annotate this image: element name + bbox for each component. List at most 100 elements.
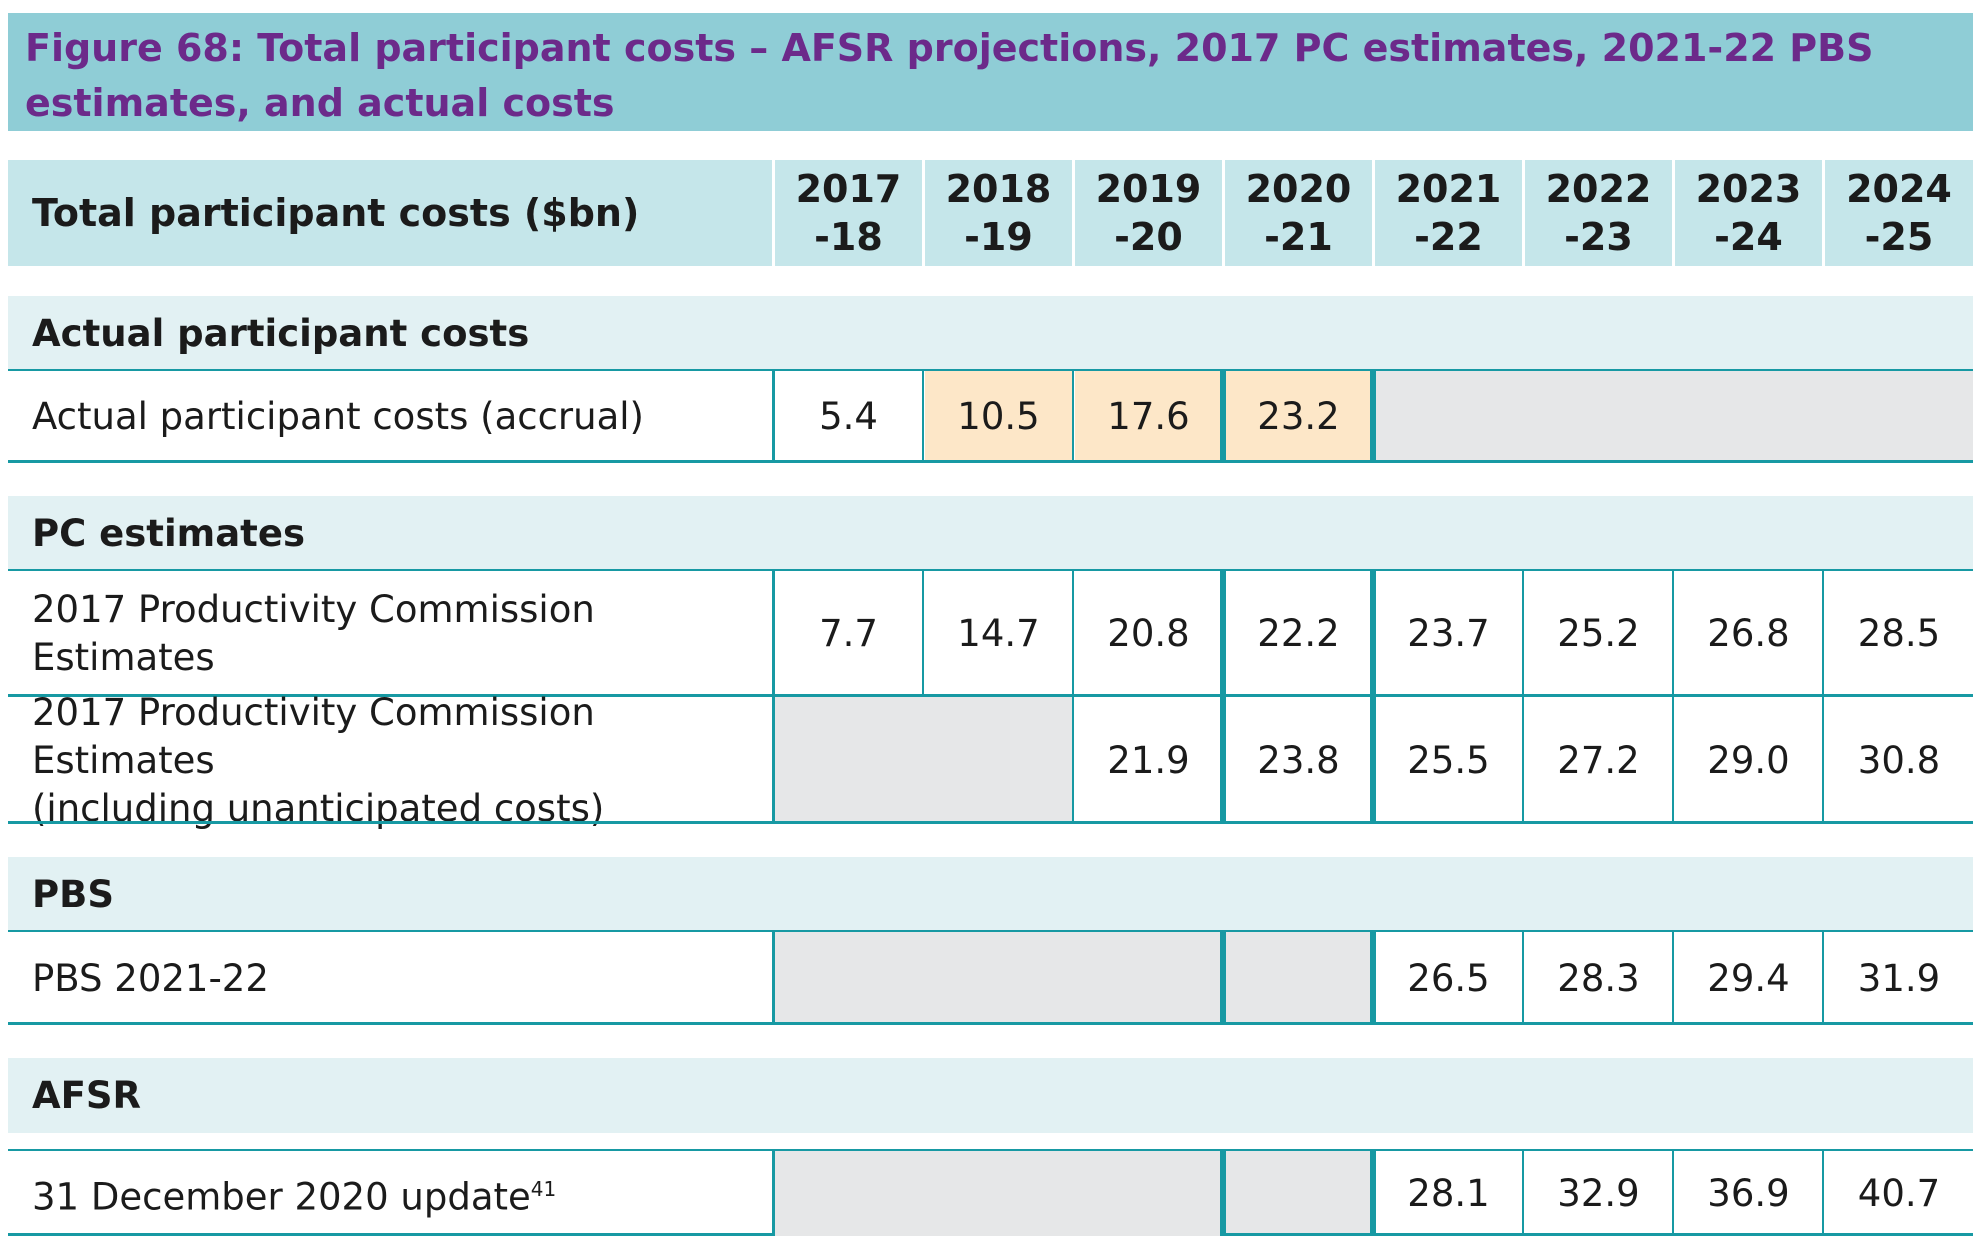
- row-label: Actual participant costs (accrual): [8, 371, 772, 463]
- cell-border: [1522, 697, 1524, 824]
- row-label: PBS 2021-22: [8, 932, 772, 1025]
- cell-border: [1220, 571, 1226, 697]
- empty-cell: [775, 697, 1072, 821]
- header-year-0: 2017 -18: [775, 160, 922, 266]
- value-cell: 36.9: [1707, 1171, 1790, 1215]
- header-year-text: 2021 -22: [1395, 167, 1502, 259]
- header-year-2: 2019 -20: [1075, 160, 1222, 266]
- cell-border: [1522, 571, 1524, 697]
- cell-border: [772, 371, 775, 463]
- cell-border: [922, 571, 924, 697]
- header-year-1: 2018 -19: [925, 160, 1072, 266]
- header-year-text: 2017 -18: [795, 167, 902, 259]
- cell-border: [1822, 932, 1824, 1025]
- header-year-5: 2022 -23: [1525, 160, 1672, 266]
- table-row: 2017 Productivity Commission Estimates (i…: [8, 691, 1973, 830]
- value-cell: 14.7: [957, 612, 1040, 655]
- cell-border: [1370, 371, 1376, 463]
- cell-border: [1522, 932, 1524, 1025]
- row-label: 31 December 2020 update41: [8, 1151, 772, 1236]
- empty-cell: [775, 932, 1220, 1022]
- row-label-line: (including unanticipated costs): [32, 786, 605, 830]
- section-pc-title: PC estimates: [8, 496, 1973, 571]
- section-afsr-title: AFSR: [8, 1058, 1973, 1133]
- cell-border: [1822, 1151, 1824, 1236]
- row-label-line: 2017 Productivity Commission Estimates: [32, 690, 595, 782]
- header-year-4: 2021 -22: [1375, 160, 1522, 266]
- value-cell: 17.6: [1075, 371, 1222, 463]
- value-cell: 25.5: [1407, 738, 1490, 782]
- cell-border: [1822, 571, 1824, 697]
- value-cell: 31.9: [1857, 956, 1941, 1000]
- figure-title-line-2: estimates, and actual costs: [25, 81, 615, 125]
- cell-border: [1522, 1151, 1524, 1236]
- empty-cell: [1225, 932, 1372, 1025]
- header-year-text: 2024 -25: [1846, 167, 1952, 259]
- value-cell: 23.2: [1225, 371, 1372, 463]
- cell-border: [8, 1022, 1973, 1025]
- cell-border: [922, 371, 924, 463]
- table-row: PBS 2021-22 26.5 28.3 29.4 31.9: [8, 930, 1973, 1025]
- cell-border: [1672, 571, 1674, 697]
- table-row: Actual participant costs (accrual) 5.4 10.…: [8, 369, 1973, 463]
- section-actual-title: Actual participant costs: [8, 296, 1973, 371]
- value-cell: 40.7: [1857, 1171, 1941, 1215]
- value-cell: 29.4: [1707, 956, 1790, 1000]
- value-cell: 29.0: [1707, 738, 1790, 782]
- cell-border: [8, 694, 1973, 697]
- cell-border: [772, 571, 775, 697]
- header-year-text: 2018 -19: [945, 167, 1052, 259]
- cell-border: [8, 369, 1973, 371]
- row-label-line: Actual participant costs (accrual): [32, 395, 644, 438]
- header-label: Total participant costs ($bn): [8, 160, 772, 266]
- value-cell: 7.7: [819, 612, 878, 655]
- cell-border: [8, 460, 1973, 463]
- value-cell: 28.5: [1857, 612, 1941, 655]
- cell-border: [772, 697, 775, 824]
- cell-border: [1220, 932, 1226, 1025]
- figure-title-line-1: Figure 68: Total participant costs – AFS…: [25, 26, 1874, 70]
- empty-cell: [1375, 371, 1973, 463]
- header-year-6: 2023 -24: [1675, 160, 1822, 266]
- row-label-line: PBS 2021-22: [32, 956, 269, 1000]
- empty-cell: [775, 1151, 1220, 1236]
- value-cell: 23.7: [1407, 612, 1490, 655]
- section-pbs-title: PBS: [8, 857, 1973, 932]
- cell-border: [8, 569, 1973, 571]
- row-label: 2017 Productivity Commission Estimates (i…: [8, 691, 772, 830]
- value-cell: 27.2: [1557, 738, 1640, 782]
- cell-border: [1672, 697, 1674, 824]
- table-row: 2017 Productivity Commission Estimates 7.7…: [8, 569, 1973, 697]
- value-cell: 28.1: [1407, 1171, 1490, 1215]
- cell-border: [8, 930, 1973, 932]
- cell-border: [772, 1151, 775, 1236]
- cell-border: [1220, 371, 1226, 463]
- empty-cell: [1225, 1151, 1372, 1236]
- table-row: 31 December 2020 update41 28.1 32.9 36.9 40.…: [8, 1149, 1973, 1236]
- cell-border: [1220, 697, 1226, 824]
- header-year-text: 2022 -23: [1545, 167, 1652, 259]
- value-cell: 26.8: [1707, 612, 1790, 655]
- value-cell: 26.5: [1407, 956, 1490, 1000]
- value-cell: 22.2: [1257, 612, 1340, 655]
- footnote-marker: 41: [530, 1177, 557, 1202]
- cell-border: [8, 821, 1973, 824]
- cell-border: [1072, 571, 1074, 697]
- header-year-7: 2024 -25: [1825, 160, 1973, 266]
- cell-border: [1370, 1151, 1376, 1236]
- value-cell: 21.9: [1107, 738, 1190, 782]
- cell-border: [1072, 371, 1074, 463]
- table-header: Total participant costs ($bn) 2017 -18 20…: [8, 160, 1973, 266]
- value-cell: 30.8: [1857, 738, 1941, 782]
- row-label: 2017 Productivity Commission Estimates: [8, 571, 772, 697]
- value-cell: 20.8: [1107, 612, 1190, 655]
- cell-border: [772, 932, 775, 1025]
- value-cell: 5.4: [819, 395, 878, 438]
- header-year-3: 2020 -21: [1225, 160, 1372, 266]
- cell-border: [1370, 571, 1376, 697]
- row-label-line: Estimates: [32, 636, 215, 679]
- cell-border: [1370, 697, 1376, 824]
- row-label-line: 2017 Productivity Commission: [32, 588, 595, 631]
- cell-border: [1072, 697, 1074, 824]
- header-year-text: 2023 -24: [1695, 167, 1802, 259]
